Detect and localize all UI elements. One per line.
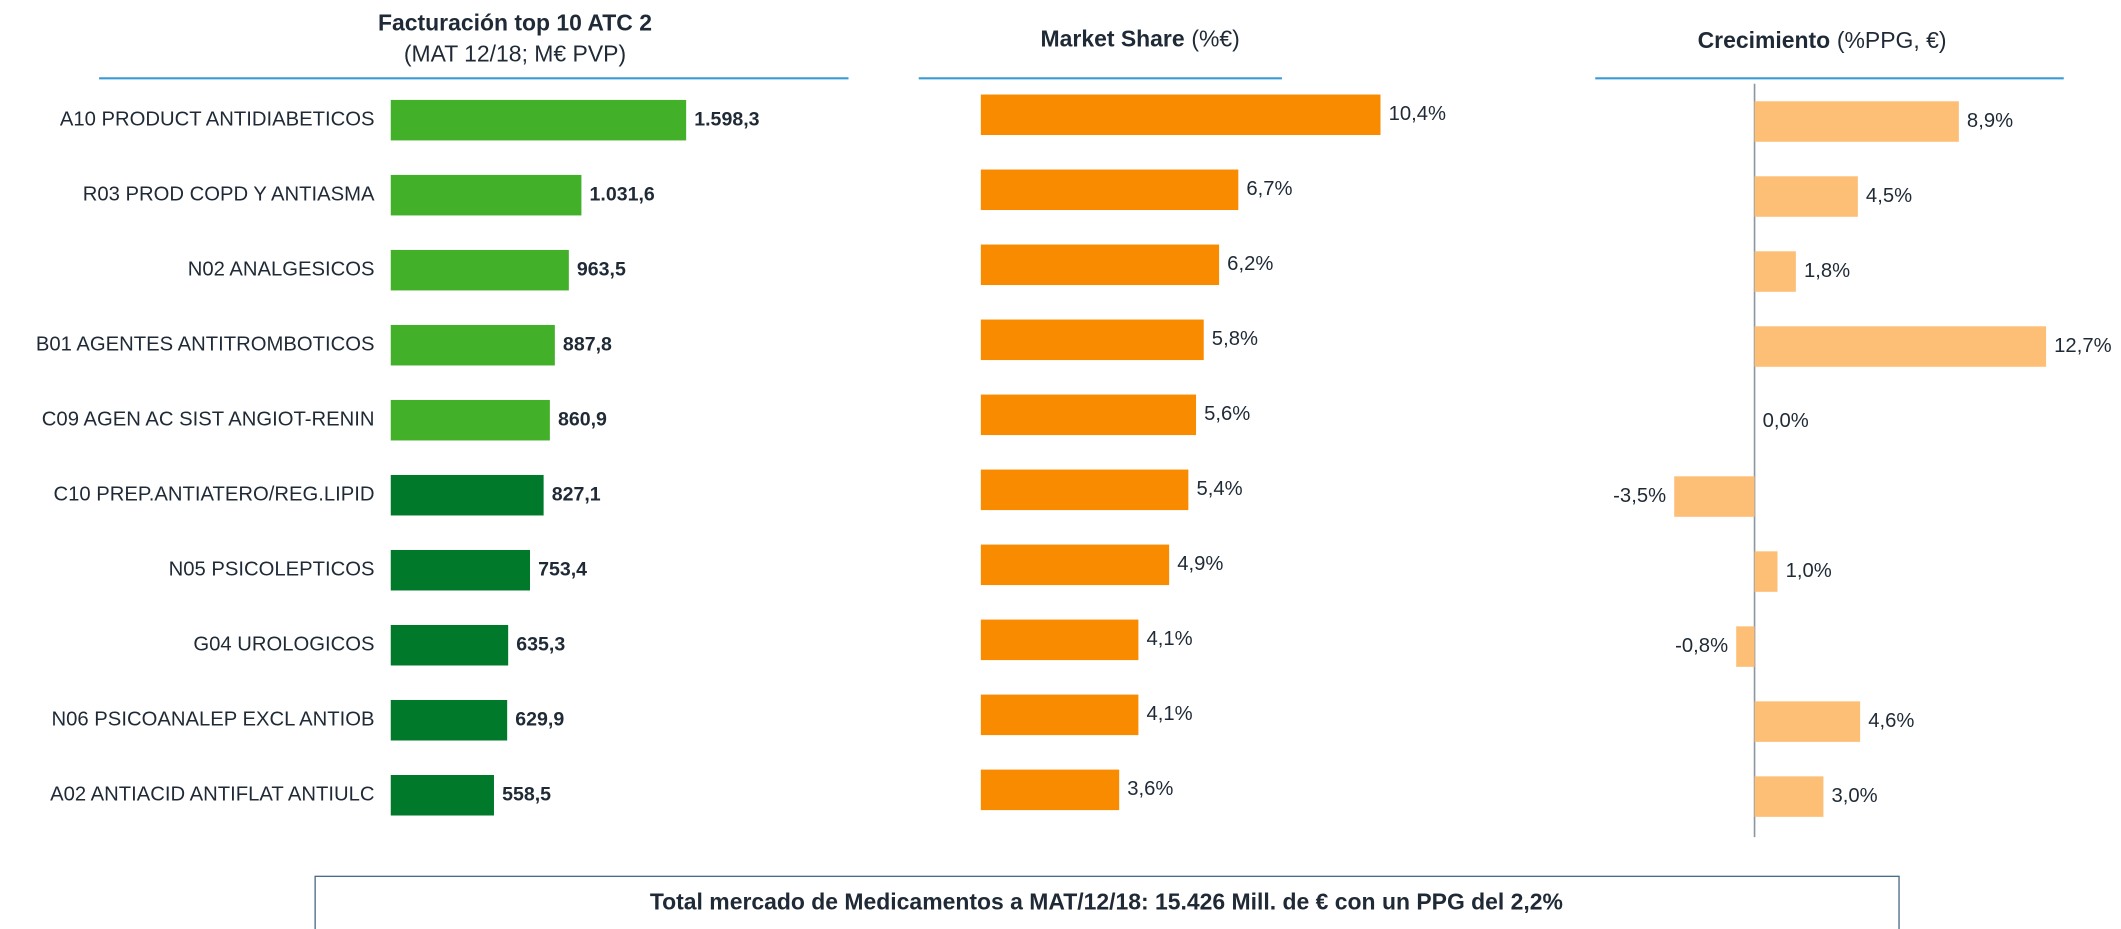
- chart-heading: Market Share (%€): [1041, 26, 1240, 52]
- category-label: R03 PROD COPD Y ANTIASMA: [83, 184, 375, 206]
- value-label: 1.598,3: [694, 108, 759, 130]
- value-label: -0,8%: [1675, 635, 1728, 657]
- chart-title: Facturación top 10 ATC 2: [378, 9, 652, 35]
- footer: Total mercado de Medicamentos a MAT/12/1…: [650, 888, 1563, 914]
- value-label: 860,9: [558, 408, 607, 430]
- category-label: A02 ANTIACID ANTIFLAT ANTIULC: [50, 784, 374, 806]
- bar: [1754, 776, 1824, 817]
- chart-subtitle: (%€): [1191, 26, 1239, 52]
- value-label: 635,3: [516, 633, 565, 655]
- category-label: N02 ANALGESICOS: [188, 259, 375, 281]
- value-label: 6,2%: [1227, 253, 1273, 275]
- bar: [390, 324, 555, 366]
- bar: [1754, 326, 2047, 367]
- value-label: 6,7%: [1246, 178, 1292, 200]
- value-label: 4,6%: [1868, 710, 1914, 732]
- value-label: 3,0%: [1832, 785, 1878, 807]
- value-label: 3,6%: [1127, 778, 1173, 800]
- bar: [390, 624, 509, 666]
- bar: [980, 469, 1189, 511]
- chart-heading: Crecimiento (%PPG, €): [1698, 27, 1947, 53]
- value-label: 4,1%: [1146, 628, 1192, 650]
- bar: [1754, 551, 1778, 592]
- value-label: 5,4%: [1196, 478, 1242, 500]
- bar: [390, 474, 544, 516]
- category-label: C09 AGEN AC SIST ANGIOT-RENIN: [42, 409, 375, 431]
- value-label: 1,0%: [1786, 560, 1832, 582]
- value-label: 963,5: [577, 258, 626, 280]
- value-label: 629,9: [515, 708, 564, 730]
- bar: [390, 774, 494, 816]
- value-label: 4,9%: [1177, 553, 1223, 575]
- category-label: A10 PRODUCT ANTIDIABETICOS: [60, 109, 375, 131]
- bar: [1674, 476, 1755, 517]
- category-label: N06 PSICOANALEP EXCL ANTIOB: [52, 709, 375, 731]
- bar: [390, 549, 530, 591]
- footer-box: [314, 875, 1900, 929]
- bar: [390, 399, 550, 441]
- bar: [980, 694, 1139, 736]
- value-label: 10,4%: [1389, 103, 1446, 125]
- bar: [390, 699, 508, 741]
- bar: [980, 619, 1139, 661]
- value-label: 0,0%: [1763, 410, 1809, 432]
- bar: [980, 94, 1381, 136]
- value-label: 1.031,6: [590, 183, 655, 205]
- value-label: 12,7%: [2054, 335, 2111, 357]
- category-label: N05 PSICOLEPTICOS: [169, 559, 375, 581]
- bar: [980, 544, 1170, 586]
- bar: [980, 169, 1239, 211]
- bar: [1754, 701, 1861, 742]
- value-label: 4,5%: [1866, 185, 1912, 207]
- value-label: 5,6%: [1204, 403, 1250, 425]
- category-label: B01 AGENTES ANTITROMBOTICOS: [36, 334, 375, 356]
- bar: [1754, 251, 1796, 292]
- value-label: 827,1: [552, 483, 601, 505]
- bar: [390, 99, 687, 141]
- bar: [980, 769, 1120, 811]
- chart-subtitle: (%PPG, €): [1837, 27, 1947, 53]
- chart-title: Market Share: [1041, 26, 1185, 52]
- value-label: 8,9%: [1967, 110, 2013, 132]
- bar: [980, 394, 1197, 436]
- category-label: C10 PREP.ANTIATERO/REG.LIPID: [53, 484, 374, 506]
- bar: [1736, 626, 1755, 667]
- bar: [390, 174, 582, 216]
- value-label: 4,1%: [1146, 703, 1192, 725]
- value-label: 887,8: [563, 333, 612, 355]
- bar: [390, 249, 569, 291]
- bar: [1754, 101, 1959, 142]
- bar: [1754, 176, 1858, 217]
- bar: [980, 319, 1204, 361]
- value-label: 5,8%: [1212, 328, 1258, 350]
- value-label: -3,5%: [1613, 485, 1666, 507]
- bar: [980, 244, 1220, 286]
- value-label: 1,8%: [1804, 260, 1850, 282]
- chart-subtitle: (MAT 12/18; M€ PVP): [404, 40, 626, 66]
- value-label: 558,5: [502, 783, 551, 805]
- chart-title: Crecimiento: [1698, 27, 1831, 53]
- category-label: G04 UROLOGICOS: [193, 634, 374, 656]
- value-label: 753,4: [538, 558, 587, 580]
